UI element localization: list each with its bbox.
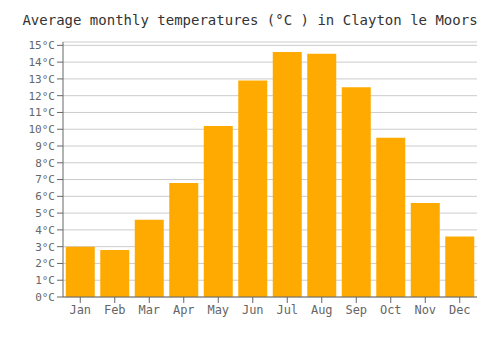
svg-text:13°C: 13°C — [29, 73, 56, 86]
svg-text:3°C: 3°C — [35, 241, 55, 254]
svg-text:14°C: 14°C — [29, 56, 56, 69]
svg-text:8°C: 8°C — [35, 157, 55, 170]
svg-text:May: May — [207, 303, 229, 317]
svg-text:Dec: Dec — [449, 303, 471, 317]
svg-text:5°C: 5°C — [35, 207, 55, 220]
svg-text:12°C: 12°C — [29, 90, 56, 103]
svg-text:Oct: Oct — [380, 303, 402, 317]
svg-text:9°C: 9°C — [35, 140, 55, 153]
svg-text:Nov: Nov — [414, 303, 436, 317]
svg-text:2°C: 2°C — [35, 257, 55, 270]
svg-text:Jun: Jun — [242, 303, 264, 317]
svg-text:Mar: Mar — [138, 303, 160, 317]
svg-text:15°C: 15°C — [29, 39, 56, 52]
html-text:Average monthly temperatures (: Average monthly temperatures (°C ) in Cl… — [22, 12, 478, 28]
svg-text:Apr: Apr — [173, 303, 195, 317]
svg-text:1°C: 1°C — [35, 274, 55, 287]
svg-text:Sep: Sep — [345, 303, 367, 317]
svg-text:6°C: 6°C — [35, 190, 55, 203]
svg-text:11°C: 11°C — [29, 106, 56, 119]
svg-text:7°C: 7°C — [35, 173, 55, 186]
svg-text:Feb: Feb — [104, 303, 126, 317]
svg-text:Jan: Jan — [69, 303, 91, 317]
svg-text:4°C: 4°C — [35, 224, 55, 237]
svg-text:10°C: 10°C — [29, 123, 56, 136]
svg-text:0°C: 0°C — [35, 291, 55, 304]
svg-text:Aug: Aug — [311, 303, 333, 317]
svg-text:Jul: Jul — [276, 303, 298, 317]
